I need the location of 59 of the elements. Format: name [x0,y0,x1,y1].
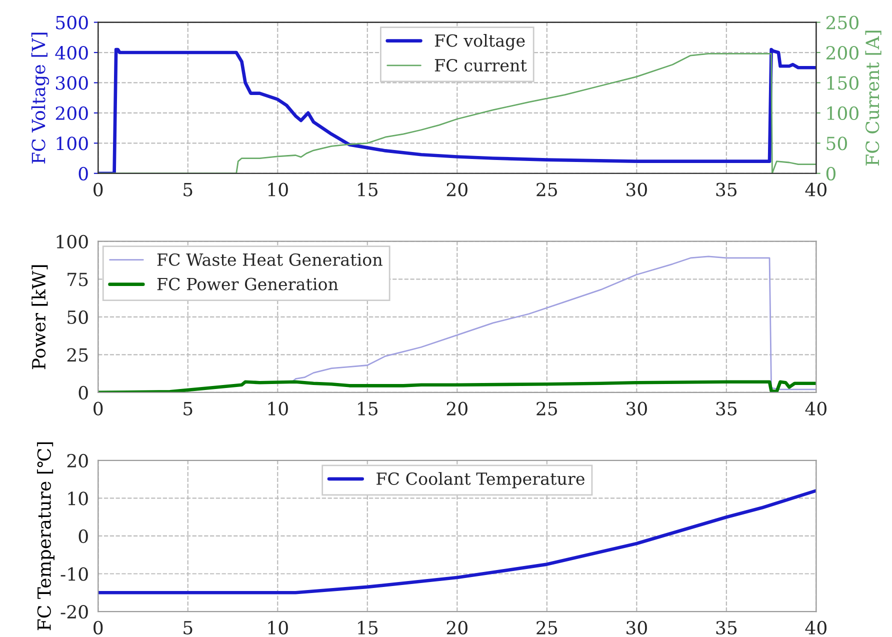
y2-tick-label: 200 [826,46,858,60]
x-tick-label: 35 [716,182,737,196]
x-tick-label: 0 [94,402,103,416]
legend-label: FC voltage [434,34,525,50]
x-tick-label: 30 [626,182,647,196]
x-tick-label: 25 [536,402,557,416]
x-tick-label: 25 [536,182,557,196]
y-axis-title: FC Voltage [V] [31,32,50,164]
y-tick-label: 50 [68,310,88,324]
x-tick-label: 5 [184,182,192,196]
y-tick-label: 100 [56,136,88,150]
y2-tick-label: 100 [827,106,858,120]
y-axis-title: Power [kW] [32,265,48,370]
y2-tick-label: 50 [826,136,847,150]
y-tick-label: 25 [67,348,88,362]
y-tick-label: 20 [67,454,88,468]
x-tick-label: 40 [805,620,826,635]
x-tick-label: 25 [536,620,557,635]
x-tick-label: 30 [626,620,647,635]
x-tick-label: 5 [184,621,192,635]
x-tick-label: 40 [805,182,826,196]
x-tick-label: 10 [268,620,288,635]
y-tick-label: 75 [68,272,88,286]
x-tick-label: 20 [446,620,468,635]
x-tick-label: 35 [716,402,737,416]
y-tick-label: 10 [68,492,88,506]
x-tick-label: 0 [94,620,103,635]
legend-label: FC Power Generation [157,278,338,290]
legend-label: FC current [434,58,527,72]
y-tick-label: 100 [56,234,88,248]
x-tick-label: 20 [446,402,468,416]
x-tick-label: 5 [184,402,192,416]
y2-tick-label: 0 [826,166,836,180]
y-tick-label: 500 [56,16,88,30]
x-tick-label: 10 [268,182,288,196]
x-tick-label: 35 [716,620,737,635]
y-tick-label: 0 [78,166,88,180]
y2-axis-title: FC Current [A] [865,30,882,166]
y-tick-label: 0 [78,386,88,400]
y2-tick-label: 250 [826,16,858,30]
y-tick-label: 0 [78,529,88,544]
y-tick-label: -20 [60,604,88,619]
legend-label: FC Waste Heat Generation [157,253,382,266]
x-tick-label: 40 [805,402,826,416]
x-tick-label: 30 [626,402,647,416]
x-tick-label: 15 [358,182,378,196]
y-tick-label: 400 [55,46,88,60]
y-tick-label: 200 [56,106,88,120]
y-tick-label: -10 [60,567,88,581]
line-series [98,488,816,594]
y2-tick-label: 150 [827,76,858,90]
legend-label: FC Coolant Temperature [376,472,584,488]
x-tick-label: 15 [358,620,378,635]
x-tick-label: 10 [268,402,288,416]
x-tick-label: 0 [94,182,103,196]
y-axis-title: FC Temperature [℃] [36,442,54,630]
x-tick-label: 20 [446,182,468,196]
y-tick-label: 300 [56,76,88,90]
x-tick-label: 15 [358,402,378,416]
